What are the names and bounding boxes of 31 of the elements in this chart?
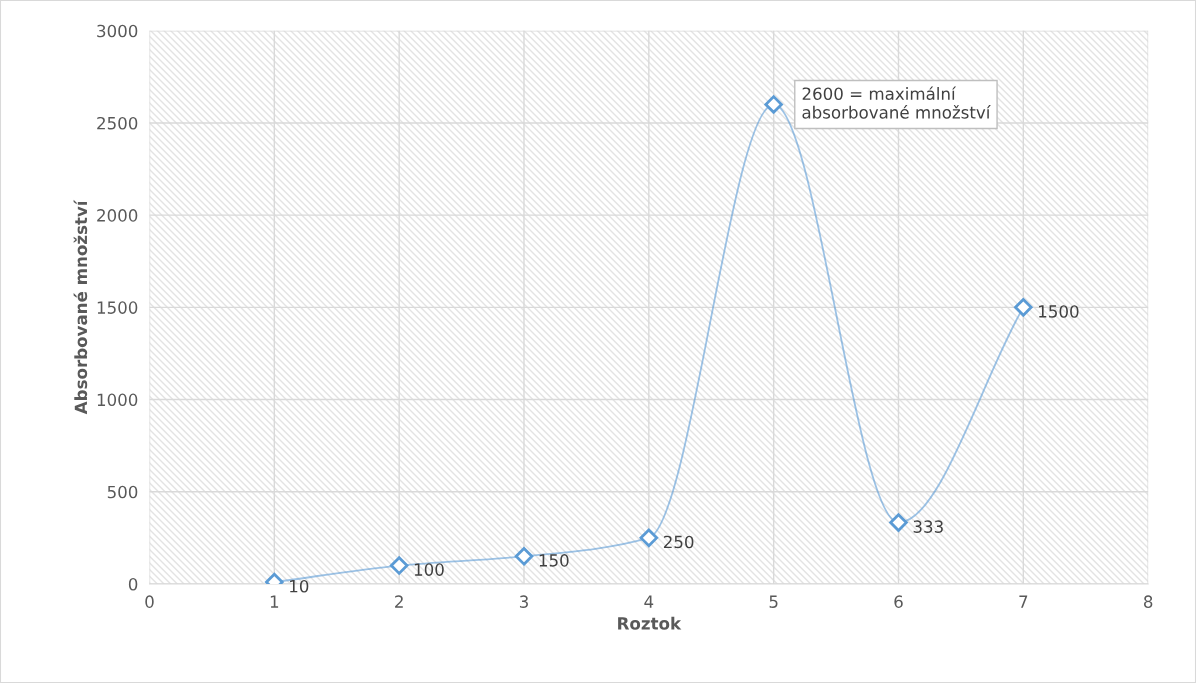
point — [889, 513, 908, 532]
x-tick-label: 7 — [1019, 595, 1028, 608]
data-label: 100 — [414, 563, 444, 576]
point — [764, 95, 783, 114]
data-label: 333 — [913, 520, 943, 533]
x-tick-label: 6 — [894, 595, 903, 608]
y-axis-title: Absorbované množství — [73, 199, 88, 415]
y-tick-label: 500 — [107, 485, 138, 499]
x-tick-label: 4 — [644, 595, 654, 608]
point — [514, 547, 534, 566]
point — [1014, 298, 1033, 317]
y-tick-label: 2500 — [97, 116, 138, 130]
x-tick-label: 8 — [1143, 595, 1153, 608]
x-tick-label: 0 — [145, 595, 154, 608]
data-label: 1500 — [1039, 305, 1079, 318]
y-tick-label: 2000 — [97, 209, 138, 222]
data-label: 150 — [539, 554, 569, 567]
data-label: 10 — [290, 579, 309, 593]
y-tick-label: 1500 — [97, 301, 138, 314]
point — [389, 556, 409, 575]
y-tick-label: 1000 — [97, 393, 138, 407]
annotation: 2600 = maximální absorbované množství — [802, 86, 991, 119]
x-tick-label: 2 — [395, 595, 403, 608]
data-label: 250 — [663, 535, 694, 549]
x-tick-label: 5 — [769, 595, 778, 608]
y-tick-label: 0 — [128, 577, 138, 591]
x-tick-label: 1 — [270, 595, 279, 608]
x-tick-label: 3 — [519, 595, 528, 608]
x-axis-title: Roztok — [618, 616, 682, 630]
point — [639, 528, 659, 548]
y-tick-label: 3000 — [97, 24, 138, 38]
